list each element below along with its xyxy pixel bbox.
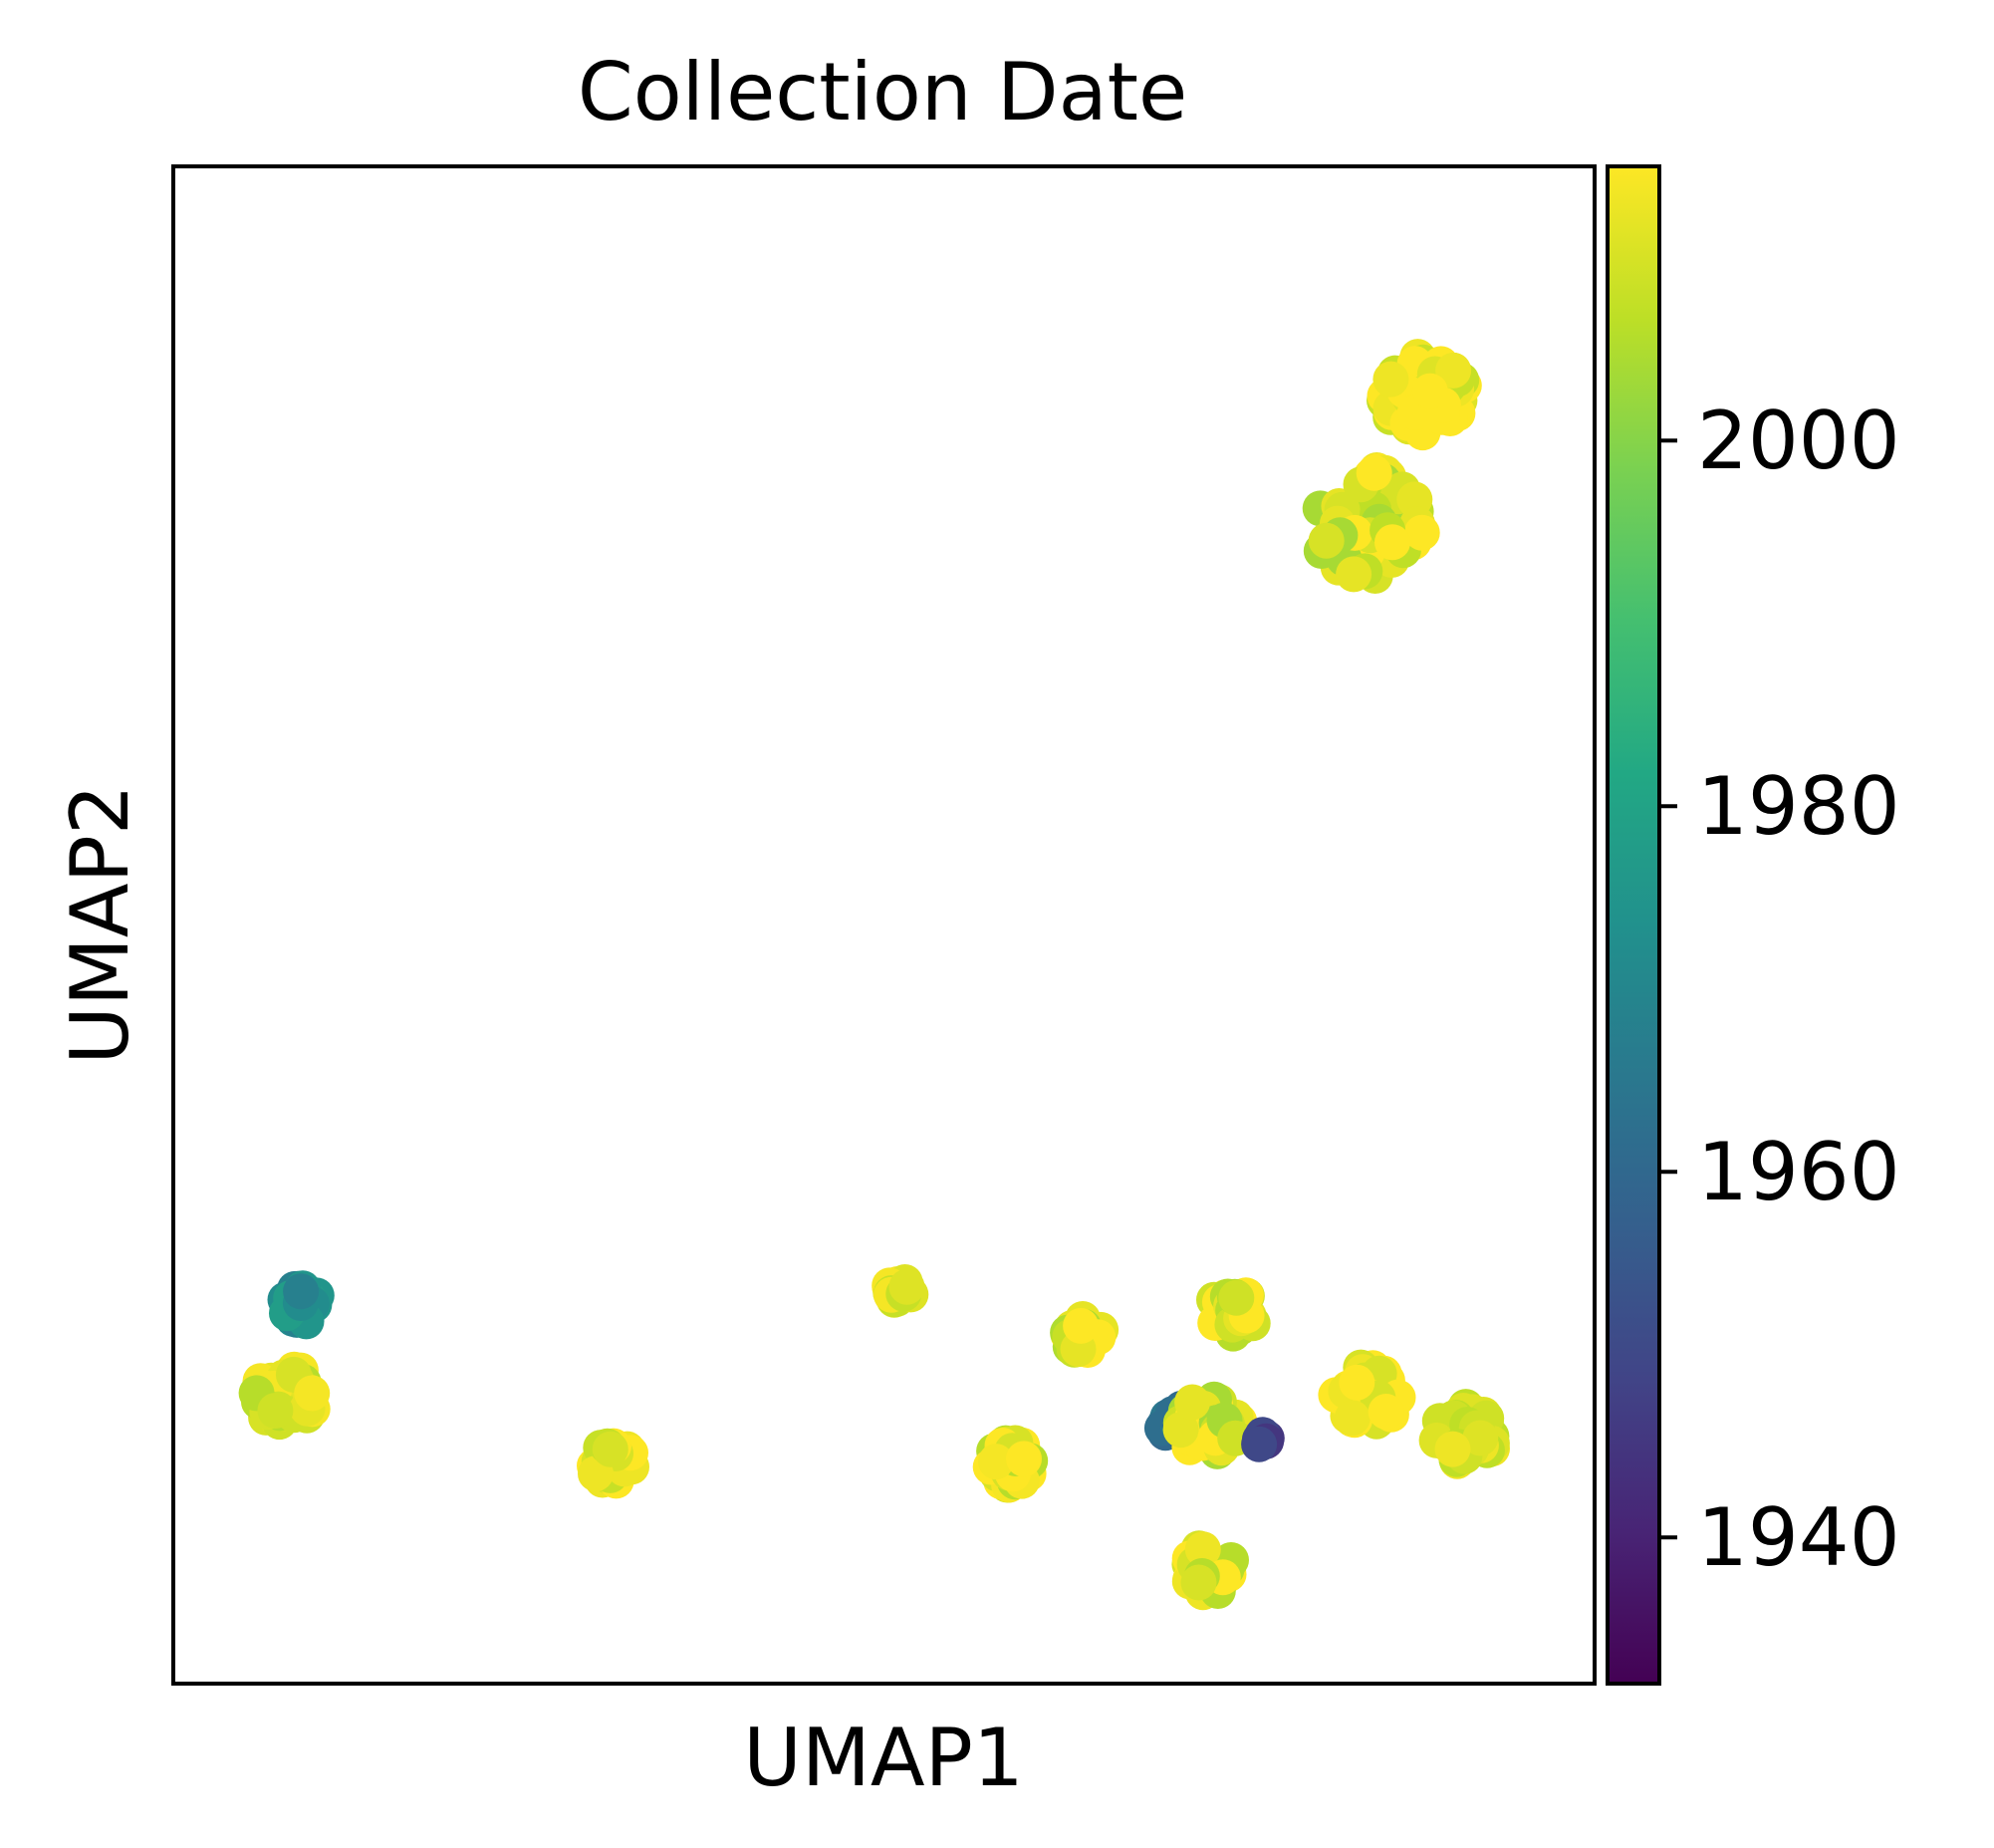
scatter-point (1339, 1364, 1375, 1401)
scatter-point (294, 1375, 331, 1412)
x-axis-label: UMAP1 (743, 1712, 1023, 1804)
scatter-point (1184, 1531, 1221, 1568)
colorbar-tick-label: 2000 (1697, 395, 1900, 487)
colorbar-tick-label: 1960 (1697, 1126, 1900, 1218)
scatter-point (1336, 556, 1372, 593)
scatter-point (978, 1444, 1014, 1480)
colorbar (1608, 166, 1659, 1684)
scatter-point (1435, 352, 1472, 389)
colorbar-frame (1606, 164, 1661, 1686)
plot-frame (171, 164, 1597, 1686)
scatter-point (257, 1393, 294, 1429)
scatter-point (1218, 1279, 1255, 1316)
scatter-point (888, 1268, 925, 1305)
chart-title: Collection Date (578, 46, 1187, 138)
scatter-point (1356, 454, 1392, 491)
scatter-point (1180, 1564, 1217, 1601)
scatter-point (1308, 522, 1345, 559)
scatter-point (283, 1273, 320, 1310)
scatter-point (1403, 514, 1440, 551)
scatter-point (1368, 1394, 1404, 1430)
scatter-point (592, 1431, 628, 1467)
scatter-point (1374, 524, 1410, 561)
scatter-point (1063, 1307, 1100, 1344)
scatter-point (1162, 1412, 1199, 1449)
scatter-point (1174, 1384, 1211, 1421)
scatter-point (1372, 361, 1409, 397)
scatter-point (1006, 1441, 1042, 1477)
scatter-point (1241, 1426, 1278, 1462)
scatter-points (238, 339, 1510, 1611)
y-axis-label: UMAP2 (54, 784, 146, 1064)
scatter-point (1462, 1420, 1499, 1456)
colorbar-ticks: 1940 1960 1980 2000 (1659, 395, 1900, 1584)
scatter-point (1434, 1431, 1471, 1467)
colorbar-tick-label: 1940 (1697, 1491, 1900, 1584)
scatter-point (1334, 1400, 1371, 1437)
scatter-point (1411, 373, 1448, 409)
colorbar-tick-label: 1980 (1697, 760, 1900, 853)
